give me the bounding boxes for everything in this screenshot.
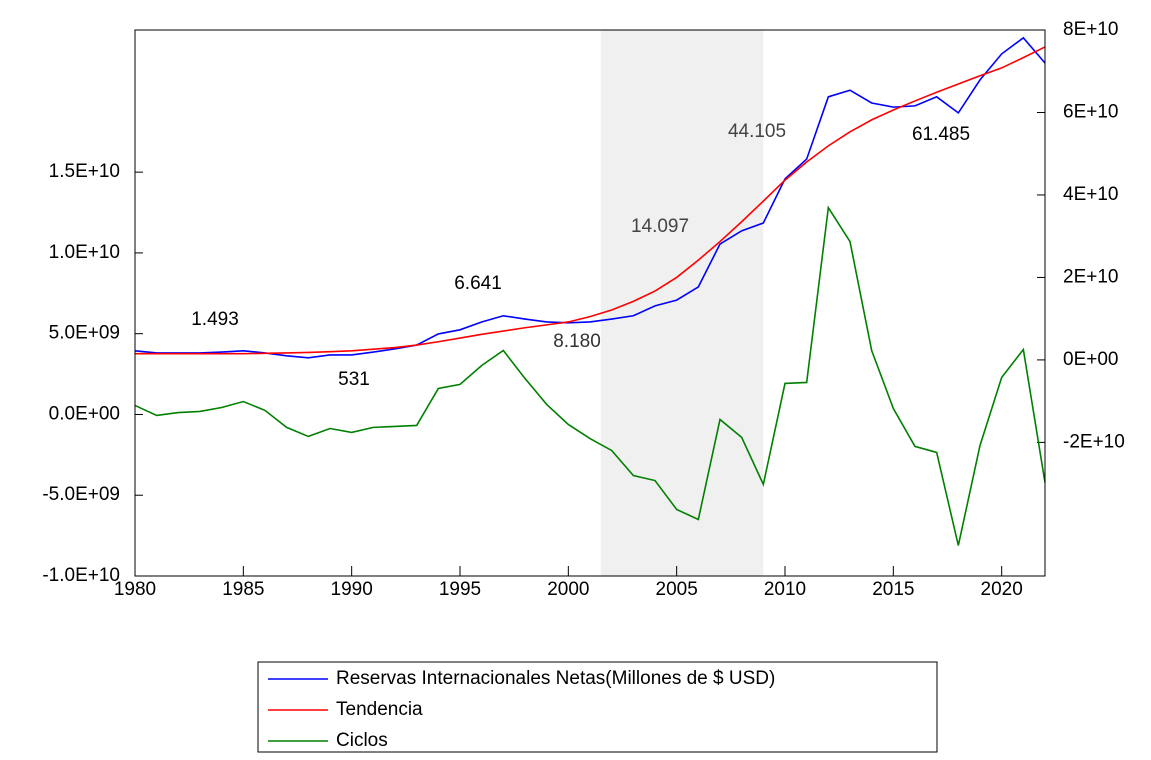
annotation: 8.180 bbox=[553, 331, 601, 352]
series-line bbox=[134, 36, 1046, 359]
y2-tick-label: 8E+10 bbox=[1063, 19, 1118, 40]
y2-tick-label: 6E+10 bbox=[1063, 101, 1118, 122]
x-tick-label: 2015 bbox=[872, 579, 914, 600]
annotation: 6.641 bbox=[454, 273, 502, 294]
shaded-region bbox=[600, 30, 764, 576]
x-tick-label: 1980 bbox=[114, 579, 156, 600]
annotation: 14.097 bbox=[631, 216, 689, 237]
plot-frame bbox=[134, 29, 1046, 577]
legend bbox=[257, 661, 938, 753]
y-tick-label: 1.5E+10 bbox=[49, 161, 120, 182]
y2-tick-label: 4E+10 bbox=[1063, 184, 1118, 205]
annotation: 1.493 bbox=[191, 309, 239, 330]
legend-label: Reservas Internacionales Netas(Millones … bbox=[336, 668, 775, 689]
x-tick-label: 2005 bbox=[656, 579, 698, 600]
y-tick-label: 5.0E+09 bbox=[49, 323, 120, 344]
y-tick-label: 0.0E+00 bbox=[49, 403, 120, 424]
annotation: 61.485 bbox=[912, 124, 970, 145]
annotation: 531 bbox=[338, 369, 370, 390]
x-tick-label: 1995 bbox=[439, 579, 481, 600]
series-line bbox=[134, 205, 1046, 546]
y2-tick-label: 2E+10 bbox=[1063, 266, 1118, 287]
x-tick-label: 1985 bbox=[222, 579, 264, 600]
y-tick-label: 1.0E+10 bbox=[49, 242, 120, 263]
series-line bbox=[135, 46, 1046, 355]
legend-label: Ciclos bbox=[336, 730, 388, 751]
annotation: 44.105 bbox=[728, 121, 786, 142]
x-tick-label: 2010 bbox=[764, 579, 806, 600]
x-tick-label: 2020 bbox=[981, 579, 1023, 600]
y-tick-label: -5.0E+09 bbox=[42, 484, 120, 505]
x-tick-label: 2000 bbox=[547, 579, 589, 600]
y2-tick-label: -2E+10 bbox=[1063, 431, 1125, 452]
legend-label: Tendencia bbox=[336, 699, 423, 720]
y-tick-label: -1.0E+10 bbox=[42, 565, 120, 586]
y2-tick-label: 0E+00 bbox=[1063, 349, 1118, 370]
x-tick-label: 1990 bbox=[331, 579, 373, 600]
